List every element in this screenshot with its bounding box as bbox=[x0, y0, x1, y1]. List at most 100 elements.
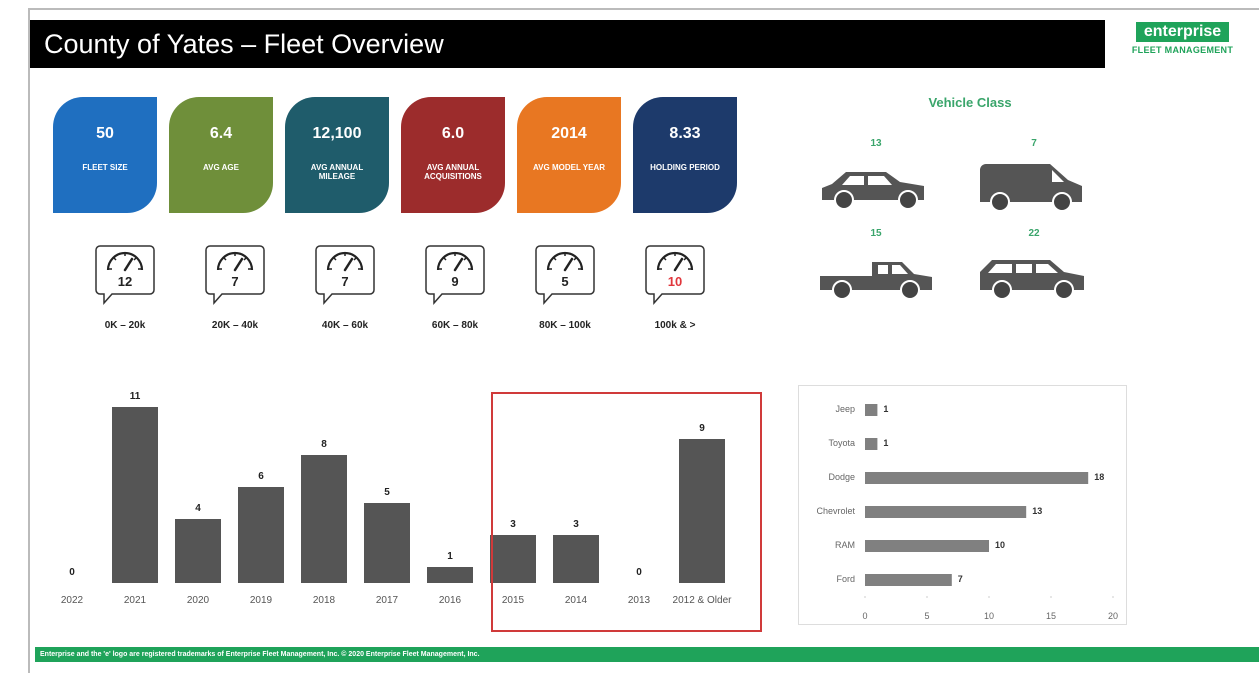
bar bbox=[490, 535, 536, 583]
kpi-label: HOLDING PERIOD bbox=[650, 163, 720, 172]
bar-value-label: 3 bbox=[573, 519, 579, 530]
kpi-tile: 12,100 AVG ANNUAL MILEAGE bbox=[285, 97, 389, 213]
gauge-icon bbox=[645, 245, 705, 305]
kpi-value: 12,100 bbox=[312, 125, 362, 142]
gauge-range: 60K – 80k bbox=[431, 320, 479, 331]
bar-value-label: 5 bbox=[384, 487, 390, 498]
gauge-range: 40K – 60k bbox=[321, 320, 369, 331]
kpi-label: FLEET SIZE bbox=[82, 163, 128, 172]
x-tick-label: 2013 bbox=[627, 595, 651, 606]
bar-value-label: 9 bbox=[699, 423, 705, 434]
gauge-range: 0K – 20k bbox=[104, 320, 146, 331]
x-tick-label: 2015 bbox=[501, 595, 525, 606]
gauge-count: 5 bbox=[561, 274, 569, 289]
vehicle-count: 7 bbox=[1031, 138, 1037, 149]
x-tick-label: 2016 bbox=[438, 595, 462, 606]
gauge-icon bbox=[425, 245, 485, 305]
bar-value-label: 10 bbox=[995, 540, 1006, 550]
kpi-value: 2014 bbox=[551, 125, 587, 142]
vehicle-count: 22 bbox=[1028, 228, 1040, 239]
bar bbox=[865, 438, 878, 450]
x-tick-label: 5 bbox=[924, 611, 930, 621]
x-tick-label: 10 bbox=[983, 611, 994, 621]
gauge-count: 10 bbox=[667, 274, 683, 289]
bar bbox=[553, 535, 599, 583]
bar bbox=[865, 472, 1089, 484]
gauge-icon bbox=[95, 245, 155, 305]
gauge-count: 7 bbox=[341, 274, 349, 289]
footer-text: Enterprise and the 'e' logo are register… bbox=[40, 651, 480, 658]
gauge-count: 12 bbox=[117, 274, 133, 289]
kpi-tile: 8.33 HOLDING PERIOD bbox=[633, 97, 737, 213]
x-tick-label: 15 bbox=[1045, 611, 1056, 621]
vehicle-count: 13 bbox=[870, 138, 882, 149]
kpi-label: AVG ANNUAL ACQUISITIONS bbox=[424, 163, 482, 181]
logo-name: enterprise bbox=[1135, 22, 1230, 42]
bar-value-label: 11 bbox=[129, 391, 141, 402]
bar-value-label: 3 bbox=[510, 519, 516, 530]
page-title: County of Yates – Fleet Overview bbox=[44, 29, 444, 59]
x-tick-label: 2014 bbox=[564, 595, 588, 606]
bar bbox=[301, 455, 347, 583]
kpi-tile: 50 FLEET SIZE bbox=[53, 97, 157, 213]
vehicle-count: 15 bbox=[870, 228, 882, 239]
bar-value-label: 6 bbox=[258, 471, 264, 482]
y-tick-label: RAM bbox=[835, 540, 855, 550]
bar bbox=[865, 506, 1027, 518]
y-tick-label: Chevrolet bbox=[816, 506, 855, 516]
x-tick-label: 2019 bbox=[249, 595, 273, 606]
kpi-label: AVG ANNUAL MILEAGE bbox=[310, 163, 364, 181]
vehicle-icon bbox=[980, 260, 1084, 300]
frame bbox=[28, 8, 1259, 673]
vehicle-class-title: Vehicle Class bbox=[928, 95, 1012, 110]
bar-value-label: 1 bbox=[447, 551, 453, 562]
y-tick-label: Dodge bbox=[828, 472, 855, 482]
vehicle-icon bbox=[822, 172, 924, 210]
header-bar bbox=[30, 20, 1105, 68]
y-tick-label: Toyota bbox=[828, 438, 855, 448]
kpi-value: 6.0 bbox=[441, 125, 465, 142]
bar-value-label: 0 bbox=[69, 567, 75, 578]
gauge-range: 20K – 40k bbox=[211, 320, 259, 331]
gauge-count: 9 bbox=[451, 274, 459, 289]
logo-subtitle: FLEET MANAGEMENT bbox=[1131, 45, 1234, 55]
gauge-range: 80K – 100k bbox=[539, 320, 591, 331]
vehicle-icon bbox=[820, 262, 932, 300]
x-tick-label: 20 bbox=[1107, 611, 1118, 621]
x-tick-label: 2012 & Older bbox=[672, 595, 732, 606]
kpi-tile: 2014 AVG MODEL YEAR bbox=[517, 97, 621, 213]
x-tick-label: 2022 bbox=[60, 595, 84, 606]
bar bbox=[112, 407, 158, 583]
kpi-value: 8.33 bbox=[669, 125, 701, 142]
horizontal-bar-chart bbox=[864, 404, 1114, 598]
kpi-value: 6.4 bbox=[209, 125, 233, 142]
bar-chart bbox=[112, 407, 725, 583]
bar bbox=[364, 503, 410, 583]
x-tick-label: 0 bbox=[862, 611, 868, 621]
kpi-tile: 6.0 AVG ANNUAL ACQUISITIONS bbox=[401, 97, 505, 213]
gauge-count: 7 bbox=[231, 274, 239, 289]
y-tick-label: Jeep bbox=[835, 404, 855, 414]
gauge-icon bbox=[205, 245, 265, 305]
bar bbox=[865, 540, 989, 552]
kpi-tile: 6.4 AVG AGE bbox=[169, 97, 273, 213]
x-tick-label: 2017 bbox=[375, 595, 399, 606]
x-tick-label: 2018 bbox=[312, 595, 336, 606]
kpi-value: 50 bbox=[96, 125, 114, 142]
bar-value-label: 1 bbox=[883, 404, 889, 414]
kpi-label: AVG MODEL YEAR bbox=[532, 163, 605, 172]
gauge-icon bbox=[315, 245, 375, 305]
bar bbox=[679, 439, 725, 583]
bar bbox=[427, 567, 473, 583]
bar bbox=[865, 574, 952, 586]
y-tick-label: Ford bbox=[836, 574, 855, 584]
bar-value-label: 4 bbox=[195, 503, 201, 514]
bar-value-label: 18 bbox=[1094, 472, 1105, 482]
bar-value-label: 8 bbox=[321, 439, 327, 450]
bar bbox=[865, 404, 878, 416]
gauge-icon bbox=[535, 245, 595, 305]
bar-value-label: 0 bbox=[636, 567, 642, 578]
x-tick-label: 2021 bbox=[123, 595, 147, 606]
chart-frame bbox=[798, 385, 1127, 625]
